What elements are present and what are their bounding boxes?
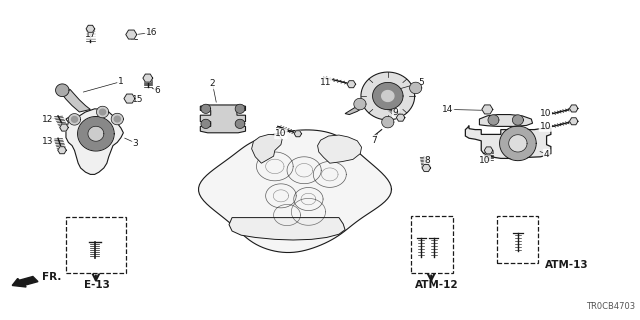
FancyArrow shape xyxy=(12,276,38,287)
Text: 2: 2 xyxy=(210,79,215,88)
Polygon shape xyxy=(382,117,394,127)
Polygon shape xyxy=(429,252,438,260)
Polygon shape xyxy=(252,134,282,163)
Polygon shape xyxy=(465,125,551,158)
Polygon shape xyxy=(479,115,532,126)
Polygon shape xyxy=(514,247,522,254)
Polygon shape xyxy=(236,105,244,113)
Bar xyxy=(66,217,126,273)
Text: ATM-12: ATM-12 xyxy=(415,280,458,291)
Polygon shape xyxy=(317,135,362,163)
Text: FR.: FR. xyxy=(42,272,61,282)
Text: 8: 8 xyxy=(424,156,430,165)
Polygon shape xyxy=(126,30,137,39)
Text: 14: 14 xyxy=(442,105,453,114)
Polygon shape xyxy=(97,107,108,117)
Text: 4: 4 xyxy=(544,150,549,159)
Text: 10: 10 xyxy=(479,156,490,165)
Polygon shape xyxy=(79,118,113,150)
Polygon shape xyxy=(355,99,365,109)
Text: 13: 13 xyxy=(42,137,53,146)
Polygon shape xyxy=(86,25,95,32)
Bar xyxy=(497,216,538,263)
Polygon shape xyxy=(362,73,413,119)
Text: 16: 16 xyxy=(146,28,157,37)
Text: E-13: E-13 xyxy=(84,280,109,291)
Polygon shape xyxy=(396,114,405,121)
Polygon shape xyxy=(509,135,527,151)
Polygon shape xyxy=(570,105,578,112)
Text: 5: 5 xyxy=(419,78,424,87)
Polygon shape xyxy=(69,114,80,124)
Polygon shape xyxy=(143,74,153,82)
Polygon shape xyxy=(488,116,499,124)
Polygon shape xyxy=(112,114,123,124)
Polygon shape xyxy=(373,83,403,109)
Text: 10: 10 xyxy=(540,122,551,131)
Text: ATM-13: ATM-13 xyxy=(545,260,589,270)
Polygon shape xyxy=(410,83,421,93)
Polygon shape xyxy=(229,218,345,240)
Polygon shape xyxy=(114,116,120,122)
Polygon shape xyxy=(60,124,68,131)
Text: 10: 10 xyxy=(275,129,287,138)
Polygon shape xyxy=(345,105,365,115)
Polygon shape xyxy=(501,127,535,159)
Polygon shape xyxy=(347,81,356,88)
Polygon shape xyxy=(570,118,578,125)
Polygon shape xyxy=(482,105,493,114)
Polygon shape xyxy=(236,120,244,128)
Polygon shape xyxy=(381,91,394,101)
Text: TR0CB4703: TR0CB4703 xyxy=(586,302,636,311)
Polygon shape xyxy=(56,84,68,96)
Polygon shape xyxy=(66,109,124,174)
Polygon shape xyxy=(484,147,493,154)
Polygon shape xyxy=(513,116,523,124)
Polygon shape xyxy=(72,116,77,122)
Polygon shape xyxy=(60,87,90,112)
Polygon shape xyxy=(202,105,210,113)
Polygon shape xyxy=(58,147,67,154)
Polygon shape xyxy=(124,94,135,103)
Polygon shape xyxy=(202,120,210,128)
Text: 3: 3 xyxy=(132,139,138,148)
Text: 11: 11 xyxy=(320,78,332,87)
Text: 7: 7 xyxy=(371,136,377,145)
Polygon shape xyxy=(100,109,106,115)
Polygon shape xyxy=(200,105,246,133)
Polygon shape xyxy=(417,252,426,260)
Text: 6: 6 xyxy=(155,86,161,95)
Text: 12: 12 xyxy=(42,115,53,124)
Polygon shape xyxy=(294,131,301,137)
Polygon shape xyxy=(198,130,392,252)
Polygon shape xyxy=(422,164,431,172)
Polygon shape xyxy=(90,252,100,260)
Text: 10: 10 xyxy=(540,109,551,118)
Text: 17: 17 xyxy=(84,30,96,39)
Text: 1: 1 xyxy=(118,77,124,86)
Bar xyxy=(411,216,452,273)
Text: 9: 9 xyxy=(393,108,399,117)
Text: 15: 15 xyxy=(132,95,143,104)
Polygon shape xyxy=(88,127,103,141)
